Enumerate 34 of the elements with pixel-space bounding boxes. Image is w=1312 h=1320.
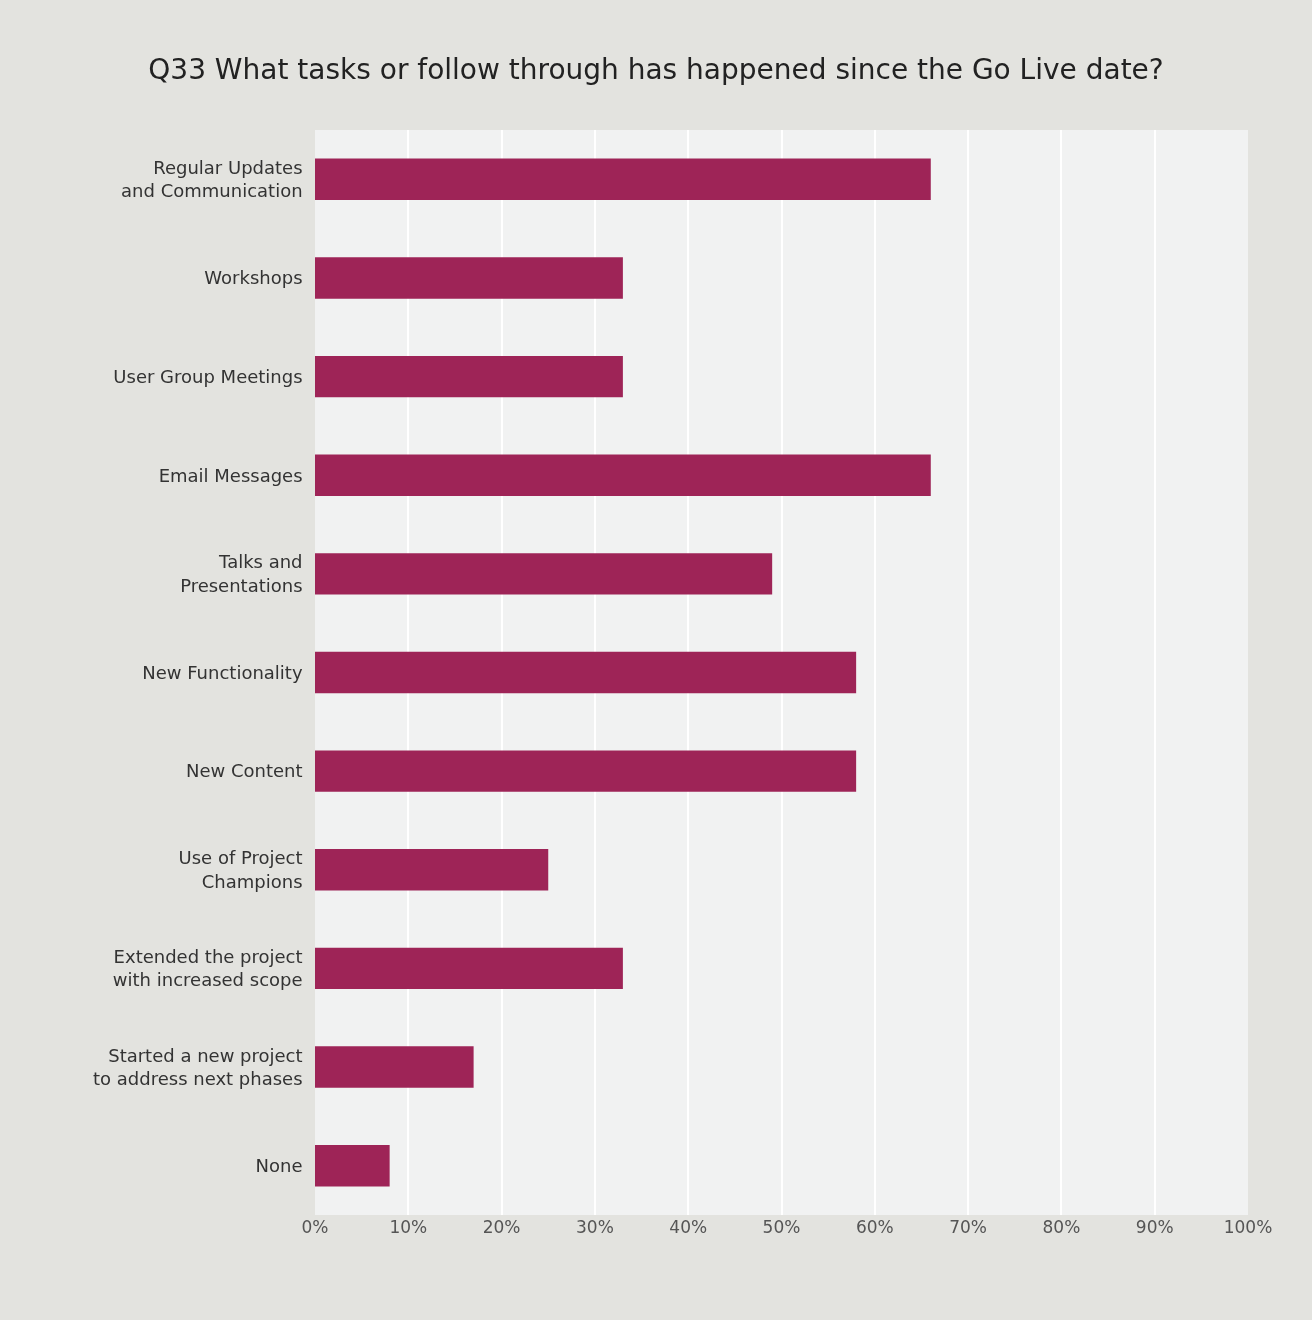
y-tick-label: Talks and Presentations bbox=[180, 551, 314, 596]
x-tick-label: 50% bbox=[762, 1217, 801, 1237]
y-tick-label: Use of Project Champions bbox=[178, 847, 314, 892]
y-tick-label: Extended the project with increased scope bbox=[112, 946, 314, 991]
y-tick-label: User Group Meetings bbox=[113, 365, 314, 387]
chart-title: Q33 What tasks or follow through has happened since the Go Live date? bbox=[148, 53, 1164, 86]
x-tick-label: 90% bbox=[1135, 1217, 1174, 1237]
x-tick-label: 20% bbox=[482, 1217, 521, 1237]
y-tick-label: New Functionality bbox=[142, 661, 314, 683]
bar bbox=[315, 651, 857, 694]
x-tick-label: 100% bbox=[1223, 1217, 1273, 1237]
x-tick-label: 80% bbox=[1042, 1217, 1081, 1237]
bar bbox=[315, 553, 773, 595]
bar bbox=[315, 947, 623, 990]
y-tick-label: Started a new project to address next phases bbox=[93, 1044, 314, 1090]
bar bbox=[315, 257, 623, 299]
bar bbox=[315, 454, 931, 496]
bar bbox=[315, 355, 623, 398]
x-tick-label: 0% bbox=[301, 1217, 329, 1237]
bar bbox=[315, 1144, 390, 1187]
y-tick-label: Email Messages bbox=[158, 464, 314, 486]
x-tick-label: 10% bbox=[389, 1217, 428, 1237]
bar bbox=[315, 1046, 474, 1088]
bar bbox=[315, 158, 931, 201]
x-tick-label: 70% bbox=[949, 1217, 987, 1237]
y-tick-label: None bbox=[255, 1154, 314, 1176]
x-tick-label: 60% bbox=[855, 1217, 894, 1237]
bar bbox=[315, 849, 549, 891]
y-tick-label: Workshops bbox=[204, 267, 314, 289]
y-tick-label: New Content bbox=[185, 760, 314, 782]
x-tick-label: 30% bbox=[576, 1217, 614, 1237]
bar bbox=[315, 750, 857, 792]
y-tick-label: Regular Updates and Communication bbox=[121, 156, 314, 202]
x-tick-label: 40% bbox=[669, 1217, 708, 1237]
